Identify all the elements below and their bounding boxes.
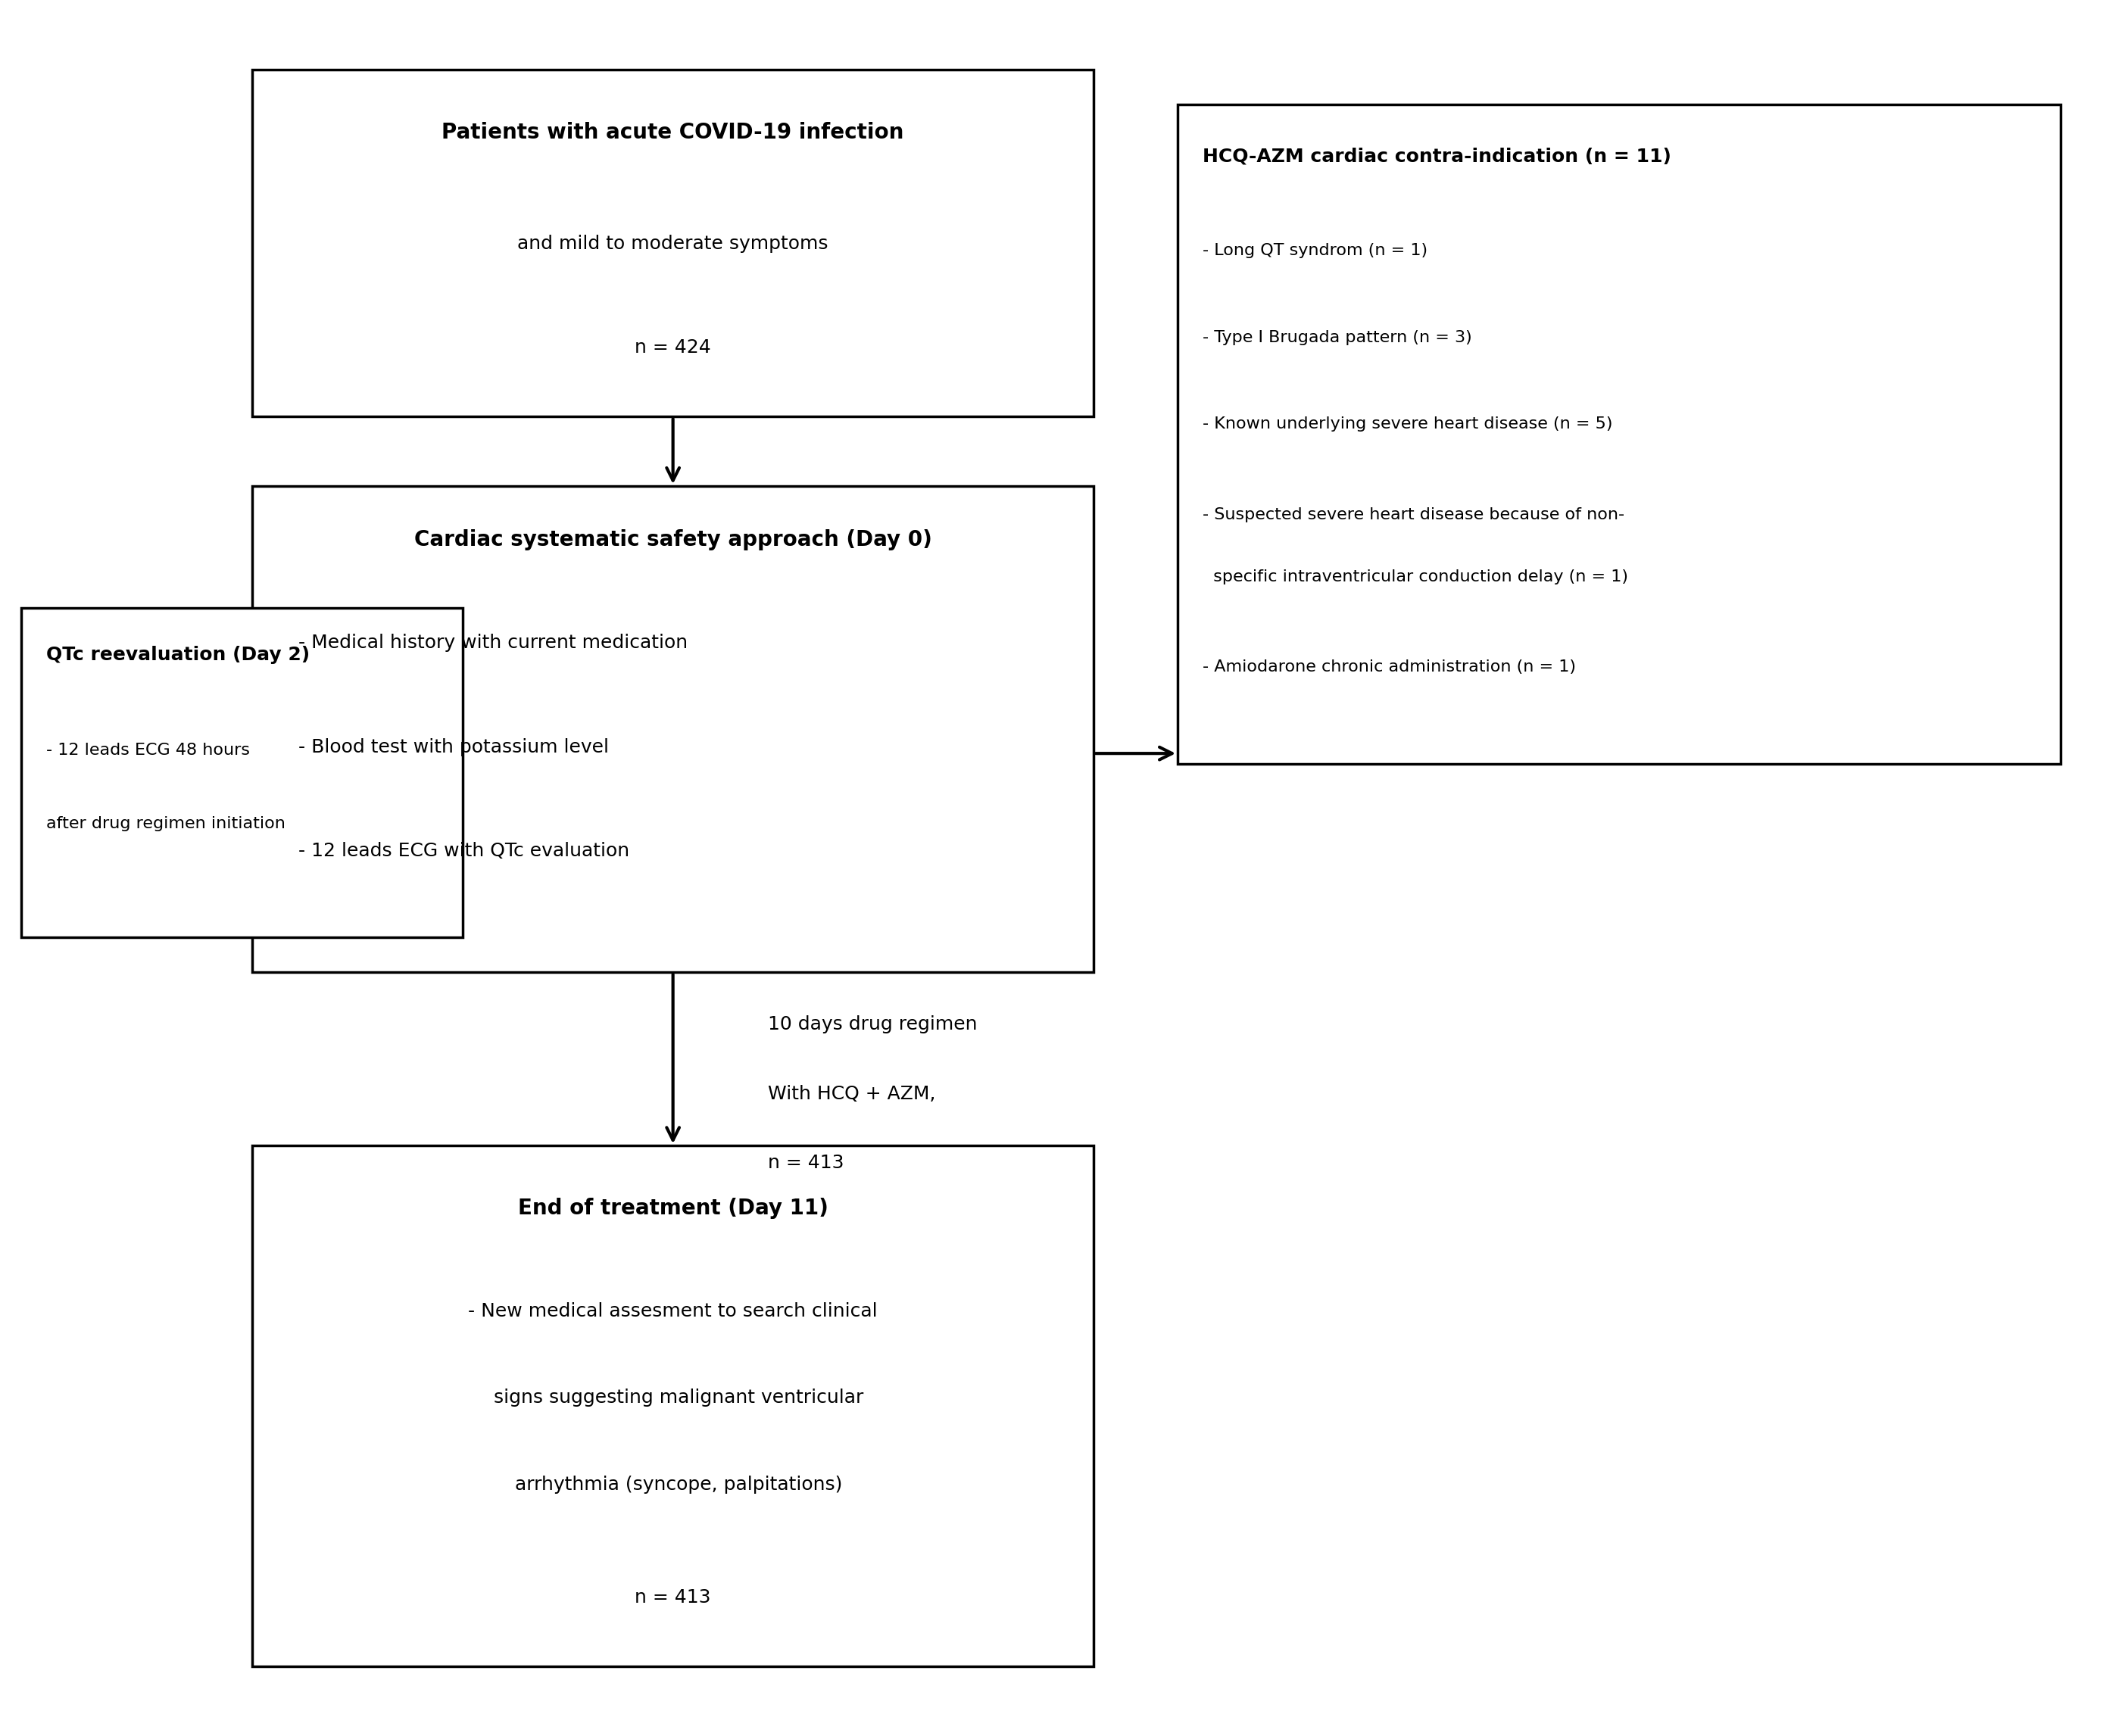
Text: With HCQ + AZM,: With HCQ + AZM, xyxy=(768,1085,936,1102)
Text: 10 days drug regimen: 10 days drug regimen xyxy=(768,1016,978,1033)
Text: - 12 leads ECG with QTc evaluation: - 12 leads ECG with QTc evaluation xyxy=(299,842,629,859)
Text: Patients with acute COVID-19 infection: Patients with acute COVID-19 infection xyxy=(442,122,904,142)
Text: - Suspected severe heart disease because of non-: - Suspected severe heart disease because… xyxy=(1203,507,1626,523)
Text: after drug regimen initiation: after drug regimen initiation xyxy=(46,816,286,832)
Text: HCQ-AZM cardiac contra-indication (n = 11): HCQ-AZM cardiac contra-indication (n = 1… xyxy=(1203,148,1672,165)
FancyBboxPatch shape xyxy=(252,69,1094,417)
Text: and mild to moderate symptoms: and mild to moderate symptoms xyxy=(517,234,829,252)
Text: - Medical history with current medication: - Medical history with current medicatio… xyxy=(299,634,688,651)
Text: - Blood test with potassium level: - Blood test with potassium level xyxy=(299,738,610,755)
FancyBboxPatch shape xyxy=(252,486,1094,972)
Text: n = 424: n = 424 xyxy=(635,339,711,356)
Text: - Long QT syndrom (n = 1): - Long QT syndrom (n = 1) xyxy=(1203,243,1428,259)
Text: n = 413: n = 413 xyxy=(768,1154,843,1172)
FancyBboxPatch shape xyxy=(21,608,463,937)
Text: - Amiodarone chronic administration (n = 1): - Amiodarone chronic administration (n =… xyxy=(1203,660,1577,675)
Text: Cardiac systematic safety approach (Day 0): Cardiac systematic safety approach (Day … xyxy=(414,529,932,550)
Text: QTc reevaluation (Day 2): QTc reevaluation (Day 2) xyxy=(46,646,309,663)
Text: End of treatment (Day 11): End of treatment (Day 11) xyxy=(517,1198,829,1219)
Text: specific intraventricular conduction delay (n = 1): specific intraventricular conduction del… xyxy=(1203,569,1628,585)
FancyBboxPatch shape xyxy=(1178,104,2061,764)
Text: signs suggesting malignant ventricular: signs suggesting malignant ventricular xyxy=(482,1389,864,1406)
Text: n = 413: n = 413 xyxy=(635,1588,711,1606)
Text: - 12 leads ECG 48 hours: - 12 leads ECG 48 hours xyxy=(46,743,250,759)
Text: - Type I Brugada pattern (n = 3): - Type I Brugada pattern (n = 3) xyxy=(1203,330,1472,345)
Text: - New medical assesment to search clinical: - New medical assesment to search clinic… xyxy=(469,1302,877,1319)
FancyBboxPatch shape xyxy=(252,1146,1094,1667)
Text: - Known underlying severe heart disease (n = 5): - Known underlying severe heart disease … xyxy=(1203,417,1613,432)
Text: arrhythmia (syncope, palpitations): arrhythmia (syncope, palpitations) xyxy=(503,1476,843,1493)
